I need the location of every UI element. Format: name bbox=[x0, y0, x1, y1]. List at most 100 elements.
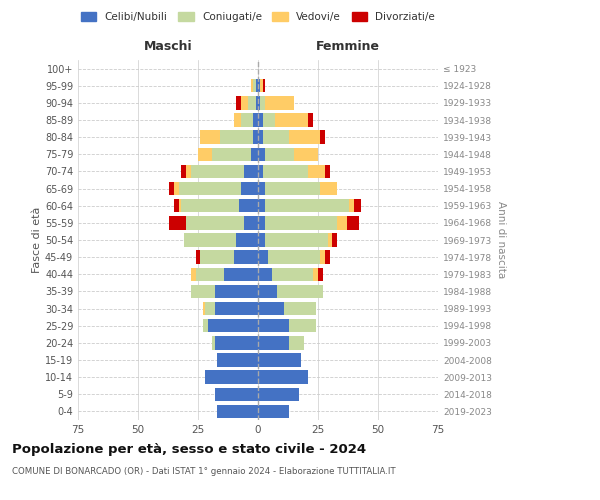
Bar bbox=[244, 164, 258, 178]
Bar bbox=[241, 182, 258, 196]
Bar bbox=[258, 164, 263, 178]
Bar bbox=[289, 130, 320, 144]
Bar bbox=[191, 284, 215, 298]
Bar bbox=[181, 199, 239, 212]
Bar bbox=[234, 250, 258, 264]
Bar bbox=[265, 234, 328, 246]
Bar bbox=[354, 199, 361, 212]
Bar bbox=[263, 164, 308, 178]
Bar bbox=[236, 234, 258, 246]
Bar bbox=[258, 199, 265, 212]
Bar bbox=[258, 216, 265, 230]
Bar bbox=[241, 114, 253, 126]
Bar bbox=[263, 79, 265, 92]
Bar bbox=[332, 234, 337, 246]
Bar bbox=[320, 250, 325, 264]
Bar bbox=[253, 114, 258, 126]
Text: Femmine: Femmine bbox=[316, 40, 380, 52]
Bar bbox=[236, 96, 241, 110]
Bar bbox=[253, 130, 258, 144]
Bar bbox=[258, 302, 284, 316]
Bar bbox=[244, 216, 258, 230]
Bar bbox=[258, 370, 308, 384]
Bar bbox=[256, 79, 258, 92]
Bar bbox=[265, 199, 349, 212]
Bar bbox=[215, 388, 258, 401]
Bar bbox=[272, 268, 313, 281]
Bar bbox=[328, 234, 332, 246]
Bar bbox=[208, 319, 258, 332]
Bar bbox=[179, 199, 181, 212]
Bar bbox=[174, 182, 179, 196]
Bar bbox=[265, 216, 337, 230]
Bar bbox=[205, 370, 258, 384]
Bar bbox=[258, 354, 301, 366]
Bar bbox=[217, 404, 258, 418]
Bar bbox=[215, 336, 258, 349]
Bar bbox=[320, 182, 337, 196]
Bar bbox=[186, 164, 191, 178]
Bar bbox=[184, 234, 236, 246]
Bar bbox=[265, 182, 320, 196]
Bar bbox=[258, 79, 260, 92]
Bar bbox=[179, 182, 241, 196]
Bar bbox=[260, 79, 263, 92]
Bar bbox=[181, 164, 186, 178]
Bar bbox=[347, 216, 359, 230]
Bar bbox=[224, 268, 258, 281]
Bar bbox=[191, 268, 196, 281]
Bar bbox=[174, 199, 179, 212]
Bar bbox=[258, 250, 268, 264]
Bar bbox=[203, 319, 208, 332]
Bar bbox=[215, 302, 258, 316]
Bar bbox=[258, 336, 289, 349]
Bar bbox=[205, 302, 215, 316]
Bar bbox=[258, 388, 299, 401]
Bar bbox=[191, 164, 244, 178]
Bar bbox=[294, 148, 318, 161]
Bar bbox=[200, 250, 234, 264]
Bar bbox=[337, 216, 347, 230]
Bar bbox=[325, 250, 330, 264]
Bar bbox=[253, 79, 256, 92]
Bar bbox=[349, 199, 354, 212]
Bar bbox=[186, 216, 244, 230]
Bar bbox=[308, 164, 325, 178]
Bar bbox=[169, 216, 186, 230]
Bar bbox=[258, 114, 263, 126]
Bar bbox=[258, 96, 260, 110]
Y-axis label: Fasce di età: Fasce di età bbox=[32, 207, 42, 273]
Bar bbox=[258, 148, 265, 161]
Bar bbox=[198, 148, 212, 161]
Bar bbox=[258, 268, 272, 281]
Bar bbox=[275, 114, 308, 126]
Bar bbox=[313, 268, 318, 281]
Bar bbox=[196, 250, 200, 264]
Bar bbox=[258, 284, 277, 298]
Bar bbox=[258, 130, 263, 144]
Bar bbox=[234, 114, 241, 126]
Bar bbox=[196, 268, 224, 281]
Bar bbox=[265, 148, 294, 161]
Bar bbox=[258, 319, 289, 332]
Bar bbox=[239, 199, 258, 212]
Bar bbox=[215, 284, 258, 298]
Bar bbox=[284, 302, 316, 316]
Bar bbox=[200, 130, 220, 144]
Bar bbox=[260, 96, 265, 110]
Bar bbox=[268, 250, 320, 264]
Bar bbox=[263, 114, 275, 126]
Bar bbox=[256, 96, 258, 110]
Bar bbox=[248, 96, 256, 110]
Bar bbox=[258, 404, 289, 418]
Bar bbox=[212, 148, 251, 161]
Y-axis label: Anni di nascita: Anni di nascita bbox=[496, 202, 506, 278]
Bar bbox=[289, 336, 304, 349]
Bar bbox=[258, 234, 265, 246]
Bar bbox=[289, 319, 316, 332]
Bar bbox=[318, 268, 323, 281]
Legend: Celibi/Nubili, Coniugati/e, Vedovi/e, Divorziati/e: Celibi/Nubili, Coniugati/e, Vedovi/e, Di… bbox=[77, 8, 439, 26]
Bar bbox=[263, 130, 289, 144]
Bar bbox=[220, 130, 253, 144]
Bar bbox=[251, 148, 258, 161]
